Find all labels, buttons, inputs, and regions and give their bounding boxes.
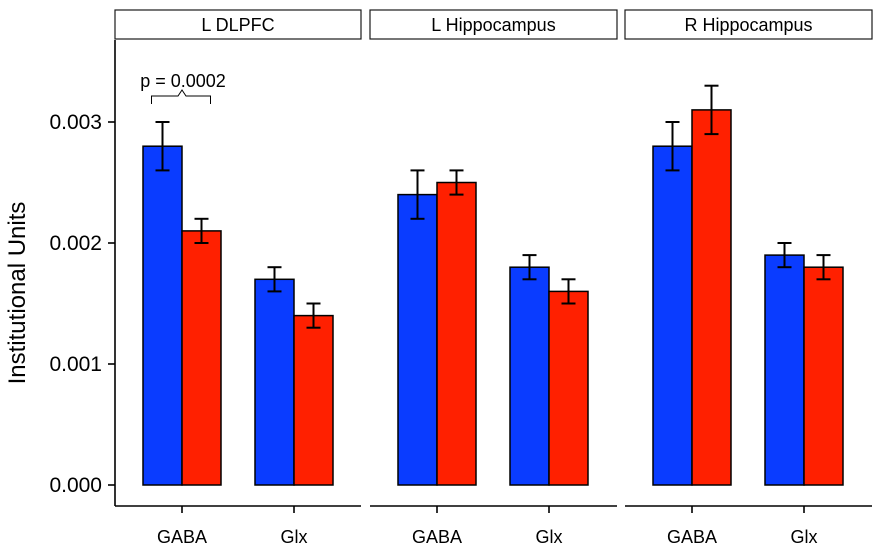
facets: L DLPFC GABA Glx p = 0.0002 L Hippocampus GAB… [114,9,873,546]
bar-glx-series1 [764,254,805,486]
facet-strip [369,9,618,40]
bar-gaba-series1 [397,193,438,486]
facet-panel: L Hippocampus GABA Glx [369,9,618,546]
facet-panel: L DLPFC GABA Glx p = 0.0002 [114,9,362,546]
x-tick-label: GABA [667,527,717,546]
x-tick-label: GABA [157,527,207,546]
facet-strip [114,9,362,40]
x-tick-label: GABA [412,527,462,546]
p-value-annotation: p = 0.0002 [140,71,226,91]
facet-title: L DLPFC [201,15,274,35]
bar-gaba-series1 [652,145,693,486]
y-axis: 0.000 0.001 0.002 0.003 [49,40,116,506]
significance-bracket [151,89,211,104]
bar-glx-series1 [509,266,550,486]
bar-gaba-series1 [142,145,183,486]
bar-glx-series2 [548,290,589,486]
y-tick-label: 0.002 [49,232,102,255]
bar-gaba-series2 [691,109,732,486]
x-tick-label: Glx [536,527,563,546]
bar-glx-series1 [254,278,295,486]
facet-title: R Hippocampus [684,15,812,35]
facet-title: L Hippocampus [431,15,555,35]
facet-panel: R Hippocampus GABA Glx [624,9,873,546]
bar-gaba-series2 [436,181,477,486]
facet-strip [624,9,873,40]
y-axis-label: Institutional Units [4,202,31,385]
y-tick-label: 0.001 [49,353,102,376]
bar-glx-series2 [803,266,844,486]
bar-gaba-series2 [181,230,222,486]
y-tick-label: 0.000 [49,474,102,497]
x-tick-label: Glx [791,527,818,546]
bar-glx-series2 [293,314,334,486]
x-tick-label: Glx [281,527,308,546]
y-tick-label: 0.003 [49,111,102,134]
